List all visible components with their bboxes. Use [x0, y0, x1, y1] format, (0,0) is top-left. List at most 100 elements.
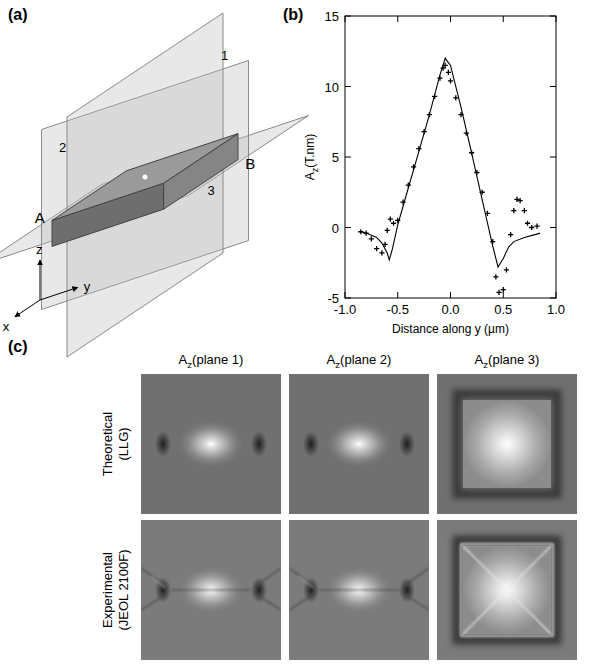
data-point — [469, 150, 474, 155]
data-point — [464, 130, 469, 135]
row-label-line: (JEOL 2100F) — [116, 549, 131, 630]
phase-map — [437, 520, 577, 660]
edge-highlight — [461, 544, 553, 636]
tile-background — [437, 374, 577, 514]
data-point — [364, 231, 369, 236]
data-point — [406, 183, 411, 188]
x-tick-top — [397, 16, 398, 22]
y-tick-label: -5 — [327, 291, 339, 306]
x-tick-top — [503, 16, 504, 22]
column-head-main: A — [475, 352, 484, 367]
data-point — [437, 75, 442, 80]
data-point — [446, 70, 451, 75]
data-point — [518, 198, 523, 203]
axis-arrow — [40, 260, 41, 300]
panel-label: (c) — [8, 338, 28, 355]
y-tick-right — [550, 227, 556, 228]
column-head-rest: (plane 1) — [192, 352, 243, 367]
tile-background — [141, 520, 281, 660]
y-tick — [345, 227, 351, 228]
data-point — [395, 218, 400, 223]
edge-label: A — [35, 209, 45, 226]
y-axis-title-main: A — [303, 172, 317, 180]
column-head: Az(plane 2) — [327, 352, 392, 370]
x-tick-label: -0.5 — [387, 302, 409, 317]
data-point — [443, 63, 448, 68]
x-tick — [556, 292, 557, 298]
row-label-line: Experimental — [100, 552, 115, 628]
bright-blob — [177, 420, 245, 468]
bright-blob — [325, 420, 393, 468]
y-tick-right — [550, 16, 556, 17]
data-point — [385, 228, 390, 233]
data-point — [508, 232, 513, 237]
y-tick-label: 0 — [332, 221, 339, 236]
data-point — [496, 290, 501, 295]
column-head: Az(plane 1) — [179, 352, 244, 370]
data-point — [379, 250, 384, 255]
x-tick-label: 0.5 — [494, 302, 512, 317]
dark-spot — [399, 431, 415, 457]
x-tick-top — [345, 16, 346, 22]
axis-letter: z — [36, 242, 43, 257]
tile-background — [141, 374, 281, 514]
data-point — [448, 78, 453, 83]
dark-ring — [457, 394, 557, 494]
data-point — [358, 229, 363, 234]
y-tick — [345, 86, 351, 87]
data-point — [416, 146, 421, 151]
data-point — [480, 190, 485, 195]
phase-map — [289, 374, 429, 514]
texture — [299, 576, 313, 588]
data-point — [504, 267, 509, 272]
axis-letter: x — [3, 319, 10, 334]
dark-spot — [303, 431, 319, 457]
phase-map — [141, 374, 281, 514]
y-tick-label: 5 — [332, 150, 339, 165]
data-point — [374, 246, 379, 251]
axis-arrow — [40, 287, 78, 300]
plane-label: 1 — [221, 48, 228, 63]
center-dot — [143, 175, 148, 180]
phase-map — [289, 520, 429, 660]
x-tick-label: 0.0 — [441, 302, 459, 317]
row-label: Theoretical(LLG) — [100, 412, 131, 476]
box-top — [52, 134, 238, 221]
axis-arrow — [15, 300, 40, 317]
column-head-main: A — [327, 352, 336, 367]
data-point — [490, 239, 495, 244]
tile-background — [437, 520, 577, 660]
column-head: Az(plane 3) — [475, 352, 540, 370]
bright-square — [463, 400, 551, 488]
plot-frame — [345, 16, 556, 298]
tile-background — [289, 520, 429, 660]
y-tick-label: 10 — [325, 80, 339, 95]
column-head-rest: (plane 3) — [488, 352, 539, 367]
data-point — [422, 129, 427, 134]
dark-spot — [155, 431, 171, 457]
data-point — [391, 221, 396, 226]
phase-map — [437, 374, 577, 514]
y-tick-right — [550, 298, 556, 299]
data-point — [458, 112, 463, 117]
row-label-line: (LLG) — [116, 427, 131, 460]
x-tick-top — [556, 16, 557, 22]
texture — [289, 568, 429, 610]
plane-label: 3 — [208, 183, 215, 198]
dark-ring — [457, 540, 557, 640]
column-head-main: A — [179, 352, 188, 367]
row-label-line: Theoretical — [100, 412, 115, 476]
texture — [141, 568, 281, 610]
y-axis-title-rest: (T.nm) — [303, 134, 317, 168]
data-point — [534, 223, 539, 228]
data-point — [493, 274, 498, 279]
x-tick-top — [450, 16, 451, 22]
y-tick — [345, 16, 351, 17]
data-point — [411, 164, 416, 169]
x-tick — [397, 292, 398, 298]
tile-background — [289, 374, 429, 514]
data-point — [474, 170, 479, 175]
figure: (a)123ABxyz(b)-1.0-0.50.00.51.0-5051015D… — [0, 0, 592, 669]
x-tick — [345, 292, 346, 298]
y-tick-right — [550, 86, 556, 87]
